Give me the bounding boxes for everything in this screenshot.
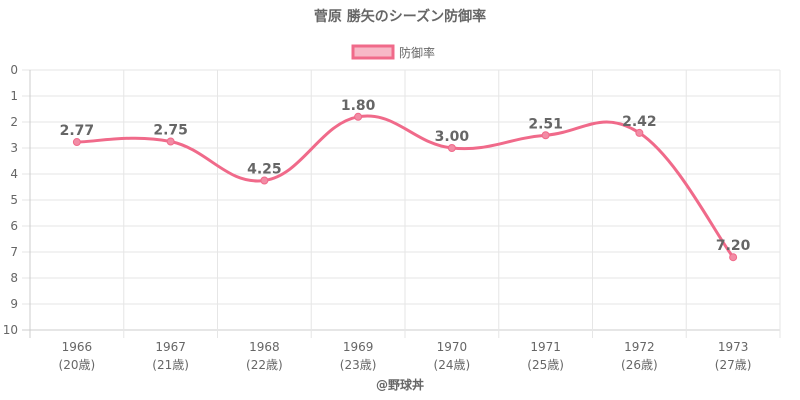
data-points [72,112,738,262]
y-tick-label: 6 [10,219,18,233]
x-tick-sublabel: (24歳) [434,358,471,372]
x-tick-label: 1967 [155,340,186,354]
legend[interactable]: 防御率 [351,44,435,60]
x-tick-sublabel: (22歳) [246,358,283,372]
y-tick-label: 2 [10,115,18,129]
x-tick-sublabel: (23歳) [340,358,377,372]
x-tick-label: 1968 [249,340,280,354]
data-point[interactable] [541,131,550,140]
x-tick-sublabel: (26歳) [621,358,658,372]
data-point[interactable] [354,112,363,121]
data-point[interactable] [729,253,738,262]
credit-text: @野球丼 [376,377,424,392]
data-label: 7.20 [716,238,751,254]
x-tick-label: 1972 [624,340,655,354]
y-axis-ticks: 0 1 2 3 4 5 6 7 8 9 10 [3,63,18,337]
y-tick-label: 8 [10,271,18,285]
data-label: 4.25 [247,162,282,178]
x-tick-label: 1969 [343,340,374,354]
y-tick-label: 4 [10,167,18,181]
data-label: 3.00 [435,129,470,145]
chart-title: 菅原 勝矢のシーズン防御率 [314,8,486,25]
y-tick-label: 5 [10,193,18,207]
grid [22,69,781,338]
data-label: 2.75 [153,123,188,139]
y-tick-label: 10 [3,323,18,337]
data-label: 2.42 [622,114,657,130]
data-label: 1.80 [341,98,376,114]
data-labels: 2.77 2.75 4.25 1.80 3.00 2.51 2.42 7.20 [60,98,751,254]
legend-swatch [351,44,395,60]
y-tick-label: 3 [10,141,18,155]
x-tick-label: 1966 [62,340,93,354]
data-label: 2.51 [528,116,563,132]
x-tick-sublabel: (21歳) [152,358,189,372]
data-point[interactable] [260,176,269,185]
x-tick-label: 1970 [437,340,468,354]
x-tick-sublabel: (25歳) [527,358,564,372]
y-tick-label: 7 [10,245,18,259]
data-label: 2.77 [60,123,95,139]
data-point[interactable] [635,128,644,137]
y-tick-label: 1 [10,89,18,103]
data-point[interactable] [166,137,175,146]
x-tick-sublabel: (20歳) [59,358,96,372]
x-tick-label: 1971 [530,340,561,354]
data-point[interactable] [72,138,81,147]
data-point[interactable] [447,144,456,152]
x-tick-label: 1973 [718,340,749,354]
legend-label: 防御率 [399,45,435,60]
x-tick-sublabel: (27歳) [715,358,752,372]
y-tick-label: 0 [10,63,18,77]
y-tick-label: 9 [10,297,18,311]
x-axis-ticks: 1966 (20歳) 1967 (21歳) 1968 (22歳) 1969 (23歳) 1970… [59,340,752,372]
